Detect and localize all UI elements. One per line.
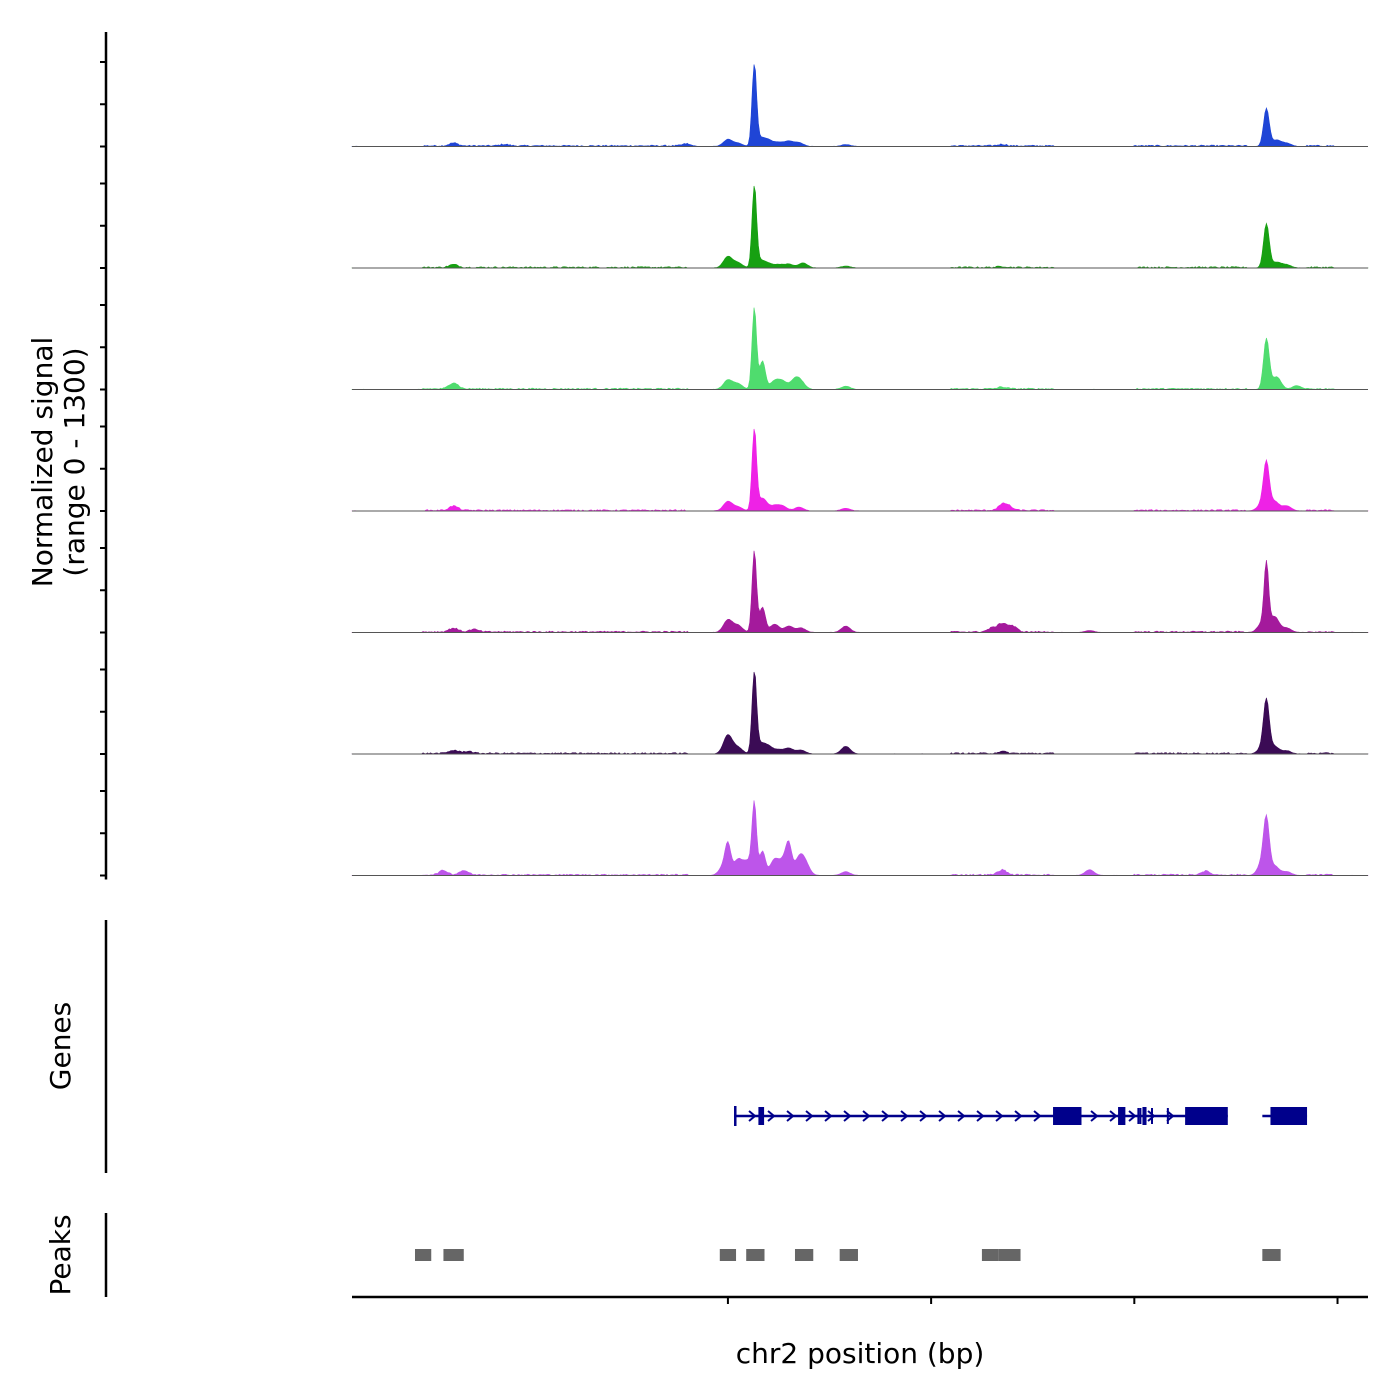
- gene-bahd1: [734, 1106, 1228, 1126]
- peak-region: [443, 1249, 464, 1261]
- strand-arrow: [938, 1110, 947, 1122]
- coverage-track-lower-progenitors: [351, 428, 1369, 512]
- coverage-track-reticular: [351, 550, 1369, 633]
- exon: [1270, 1107, 1308, 1125]
- strand-arrow: [1109, 1110, 1118, 1122]
- exon: [1142, 1107, 1147, 1125]
- strand-arrow: [786, 1110, 795, 1122]
- axes: [100, 32, 1368, 1304]
- peak-region: [719, 1249, 737, 1261]
- coverage-area-fill: [351, 64, 1368, 147]
- coverage-area-fill: [351, 428, 1369, 512]
- strand-arrow: [1147, 1110, 1156, 1122]
- genes-track: [734, 1106, 1308, 1126]
- coverage-track-pre-adipocytes: [351, 800, 1369, 876]
- peaks-axis-label: Peaks: [44, 1214, 77, 1295]
- genes-axis-label: Genes: [44, 1002, 77, 1090]
- strand-arrow: [881, 1110, 890, 1122]
- coverage-area-fill: [351, 671, 1369, 755]
- coverage-track-papillary: [351, 185, 1369, 269]
- strand-arrow: [1014, 1110, 1023, 1122]
- strand-arrow: [824, 1110, 833, 1122]
- coverage-track-intermediate: [351, 671, 1369, 755]
- coverage-area-fill: [351, 185, 1369, 269]
- strand-arrow: [1090, 1110, 1099, 1122]
- strand-arrow: [767, 1110, 776, 1122]
- coverage-tracks: [351, 64, 1369, 876]
- gene-chst14: [1262, 1107, 1308, 1125]
- exon: [1185, 1107, 1228, 1125]
- coverage-area-fill: [351, 550, 1369, 633]
- strand-arrow: [1166, 1110, 1175, 1122]
- strand-arrow: [805, 1110, 814, 1122]
- exon: [734, 1106, 737, 1126]
- peak-region: [839, 1249, 858, 1261]
- y-axis-range-label: (range 0 - 1300): [58, 347, 91, 576]
- peak-region: [414, 1249, 432, 1261]
- exon: [1118, 1107, 1126, 1125]
- x-axis-label: chr2 position (bp): [736, 1337, 985, 1370]
- coverage-track-dermal-papillae: [351, 64, 1368, 147]
- exon: [1053, 1107, 1082, 1125]
- peak-region: [981, 1249, 999, 1261]
- strand-arrow: [748, 1110, 757, 1122]
- coverage-track-upper-progenitors: [351, 307, 1369, 390]
- peak-region: [794, 1249, 814, 1261]
- strand-arrow: [1128, 1110, 1137, 1122]
- strand-arrow: [976, 1110, 985, 1122]
- y-axis-label: Normalized signal: [26, 337, 59, 588]
- coverage-area-fill: [351, 307, 1369, 390]
- peak-region: [746, 1249, 765, 1261]
- peak-region: [998, 1249, 1021, 1261]
- strand-arrow: [862, 1110, 871, 1122]
- strand-arrow: [843, 1110, 852, 1122]
- exon: [758, 1107, 765, 1125]
- strand-arrow: [919, 1110, 928, 1122]
- peak-region: [1262, 1249, 1281, 1261]
- peaks-track: [414, 1249, 1281, 1261]
- strand-arrow: [995, 1110, 1004, 1122]
- strand-arrow: [957, 1110, 966, 1122]
- strand-arrow: [1033, 1110, 1042, 1122]
- strand-arrow: [900, 1110, 909, 1122]
- coverage-area-fill: [351, 800, 1369, 876]
